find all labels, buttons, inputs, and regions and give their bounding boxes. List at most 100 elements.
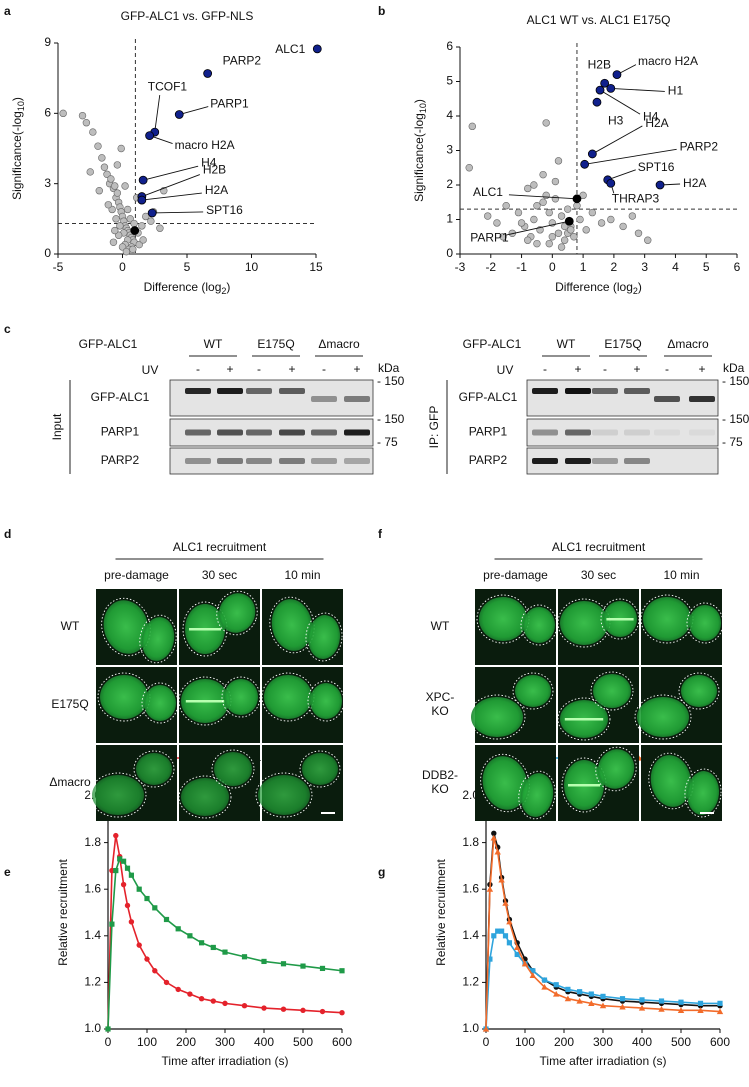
- marker: [717, 1000, 723, 1006]
- data-point: [109, 238, 118, 246]
- nucleus-outline: [520, 604, 558, 646]
- nucleus: [650, 755, 692, 807]
- x-tick-label: 0: [549, 260, 556, 274]
- marker: [599, 1002, 607, 1009]
- data-point: [597, 219, 606, 227]
- y-tick-label: 3: [446, 143, 453, 157]
- damage-stripe: [606, 618, 634, 621]
- blot-band: [185, 458, 211, 464]
- highlight-point: [174, 110, 184, 119]
- row-label: GFP-ALC1: [91, 390, 150, 404]
- y-tick-label: 1.0: [462, 1021, 479, 1035]
- y-tick-label: 1.2: [84, 975, 101, 989]
- x-tick-label: 300: [215, 1035, 235, 1049]
- data-point: [122, 247, 131, 256]
- marker: [261, 958, 267, 965]
- highlight-point: [580, 159, 590, 169]
- point-label: ALC1: [473, 185, 503, 199]
- panel-letter: d: [4, 527, 11, 541]
- data-point: [156, 224, 164, 232]
- series-line: [485, 930, 720, 1030]
- x-tick-label: 500: [293, 1035, 313, 1049]
- data-point: [142, 212, 150, 221]
- data-point: [59, 109, 67, 118]
- data-point: [112, 215, 120, 223]
- data-point: [484, 212, 492, 220]
- point-label: H2A: [683, 176, 706, 190]
- x-tick-label: 10: [245, 260, 259, 274]
- y-axis-label-part: ): [412, 99, 426, 103]
- marker: [280, 961, 287, 967]
- blot-band: [246, 429, 272, 436]
- x-axis-label: Time after irradiation (s): [162, 1054, 289, 1068]
- nucleus: [264, 675, 312, 719]
- marker: [136, 942, 142, 948]
- nucleus-outline: [684, 768, 722, 818]
- marker: [210, 944, 216, 951]
- blot-band: [217, 388, 243, 394]
- panel-letter: b: [378, 4, 385, 18]
- marker: [128, 919, 135, 925]
- y-tick-label: 0: [44, 246, 51, 260]
- data-point: [554, 229, 563, 238]
- marker: [187, 933, 193, 939]
- nucleus: [310, 683, 342, 719]
- column-label: pre-damage: [104, 568, 169, 582]
- y-tick-label: 4: [446, 108, 453, 122]
- marker: [339, 1009, 345, 1016]
- marker: [499, 928, 505, 934]
- marker: [514, 944, 521, 951]
- nucleus: [302, 753, 338, 785]
- damage-stripe: [564, 718, 604, 721]
- panel-letter: a: [4, 4, 11, 18]
- blot-header: GFP-ALC1: [79, 337, 138, 351]
- marker: [241, 954, 248, 960]
- uv-sign: +: [226, 362, 233, 376]
- marker: [136, 886, 142, 892]
- y-tick-label: 0: [446, 246, 453, 260]
- y-tick-label: 6: [446, 39, 453, 53]
- highlight-point: [606, 178, 616, 188]
- point-label: H1: [668, 84, 684, 98]
- nucleus: [181, 778, 229, 816]
- data-point: [100, 163, 109, 171]
- blot-band: [565, 429, 591, 436]
- data-point: [107, 175, 115, 183]
- blot-band: [689, 429, 715, 436]
- nucleus: [479, 597, 527, 641]
- column-label: 10 min: [284, 568, 320, 582]
- data-point: [644, 236, 652, 244]
- marker: [113, 832, 119, 839]
- x-tick-label: -1: [516, 260, 527, 274]
- marker: [163, 916, 170, 923]
- marker: [498, 876, 505, 883]
- blot-band: [217, 429, 243, 436]
- nucleus: [307, 615, 341, 659]
- chart-title: GFP-ALC1 vs. GFP-NLS: [121, 9, 254, 23]
- uv-sign: -: [322, 362, 326, 376]
- data-point: [499, 233, 507, 241]
- x-tick-label: -2: [485, 260, 496, 274]
- point-label: H2A: [205, 183, 228, 197]
- marker: [553, 982, 559, 988]
- data-point: [113, 161, 122, 169]
- leader-line: [607, 169, 636, 181]
- marker: [490, 834, 497, 841]
- marker: [541, 983, 548, 990]
- marker: [144, 895, 150, 902]
- nucleus-outline: [216, 590, 258, 636]
- y-tick-label: 2: [446, 177, 453, 191]
- marker: [514, 951, 520, 958]
- data-point: [130, 219, 138, 228]
- marker: [280, 1006, 287, 1012]
- row-label: PARP1: [101, 425, 140, 439]
- data-point: [111, 226, 119, 235]
- marker: [658, 998, 665, 1004]
- uv-sign: +: [574, 362, 581, 376]
- marker: [600, 993, 606, 999]
- blot-band: [311, 396, 337, 402]
- data-point: [579, 191, 587, 200]
- data-point: [570, 233, 578, 241]
- point-label: PARP2: [680, 139, 719, 153]
